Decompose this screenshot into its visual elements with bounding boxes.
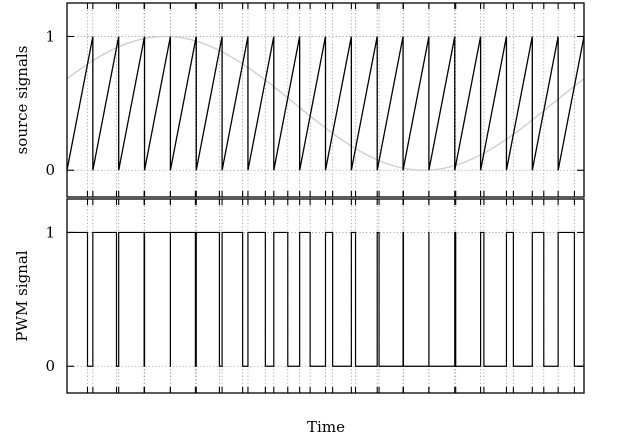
bottom-y-axis-label: PWM signal xyxy=(13,250,31,341)
sawtooth-carrier-line xyxy=(67,36,584,170)
y-tick-label: 0 xyxy=(45,161,55,179)
y-tick-label: 1 xyxy=(45,223,55,241)
pwm-signal-panel: 01 xyxy=(45,199,584,393)
source-signals-panel: 01 xyxy=(45,3,584,197)
x-axis-label: Time xyxy=(307,418,345,434)
top-y-axis-label: source signals xyxy=(13,46,31,155)
y-tick-label: 0 xyxy=(45,357,55,375)
y-tick-label: 1 xyxy=(45,27,55,45)
pwm-signal-line xyxy=(67,232,584,366)
